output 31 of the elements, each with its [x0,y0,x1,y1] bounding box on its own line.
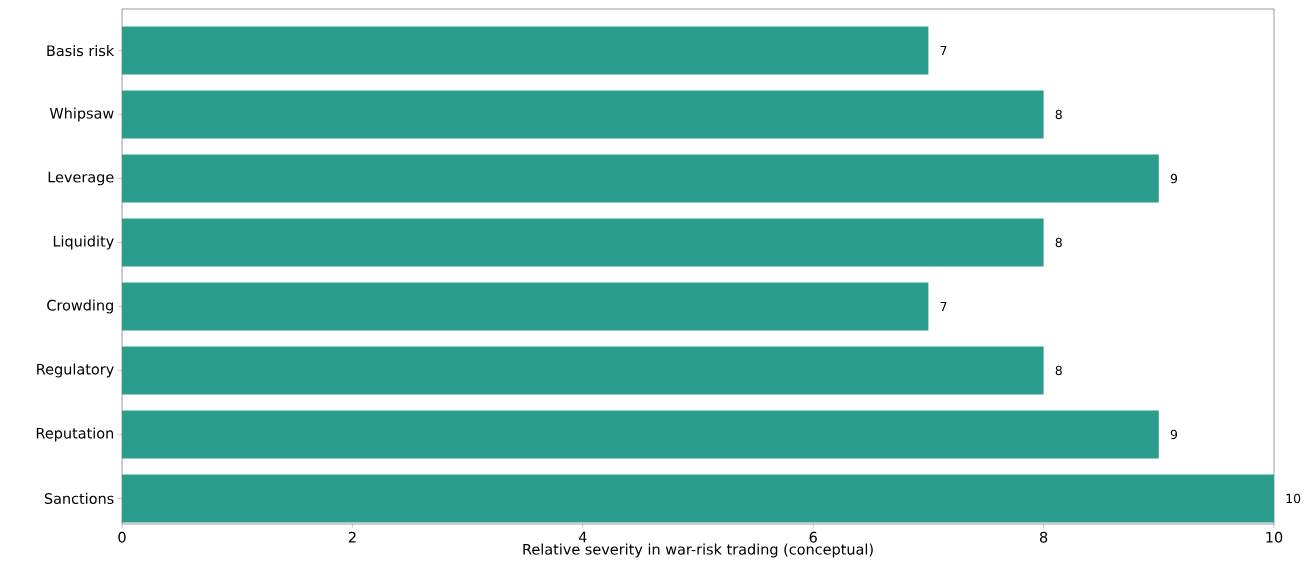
data-label: 8 [1055,237,1062,248]
data-label: 10 [1286,493,1301,504]
bar [122,410,1159,459]
y-tick-label: Sanctions [44,492,114,504]
bar [122,218,1044,267]
bar [122,282,929,331]
bar [122,90,1044,139]
x-tick-label: 8 [1039,531,1048,543]
x-tick-label: 2 [348,531,356,543]
x-axis-title: Relative severity in war-risk trading (conceptual) [523,543,873,558]
y-tick-label: Regulatory [37,363,114,378]
x-tick-label: 4 [578,531,587,543]
y-tick-label: Basis risk [47,44,115,57]
y-tick-label: Whipsaw [49,107,114,122]
bar [122,154,1159,203]
data-label: 9 [1170,173,1178,184]
data-label: 8 [1055,109,1062,120]
y-tick-label: Reputation [36,427,114,442]
y-tick-label: Liquidity [53,235,114,250]
data-label: 7 [940,46,947,56]
bar [122,346,1044,395]
data-label: 9 [1170,429,1178,440]
y-tick-label: Leverage [48,171,114,186]
bar [122,474,1275,523]
data-label: 7 [940,301,947,312]
y-tick-label: Crowding [47,299,113,314]
x-tick-label: 10 [1266,531,1283,543]
bar [122,26,929,75]
x-tick-label: 6 [809,531,817,543]
data-label: 8 [1055,365,1062,376]
x-tick-label: 0 [118,531,126,543]
